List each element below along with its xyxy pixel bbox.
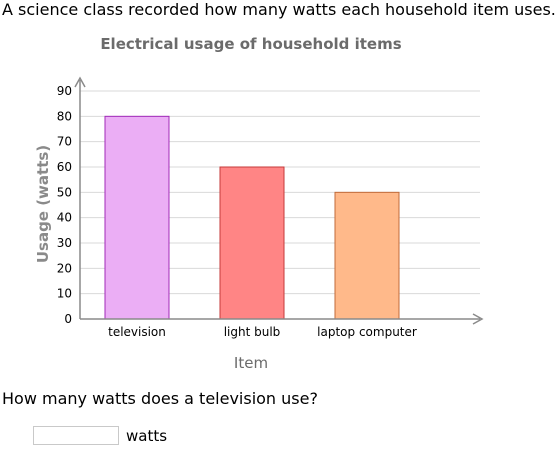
- bar-laptop-computer: [334, 191, 400, 320]
- x-tick-label: laptop computer: [317, 325, 417, 339]
- y-tick-label: 60: [57, 160, 72, 174]
- bar-television: [104, 115, 170, 320]
- y-tick-labels: 0 10 20 30 40 50 60 70 80 90: [57, 84, 72, 326]
- answer-input[interactable]: [33, 426, 119, 445]
- bar-chart: Electrical usage of household items 0 10 2…: [34, 35, 484, 372]
- y-tick-label: 90: [57, 84, 72, 98]
- bar-light-bulb: [219, 166, 285, 320]
- intro-text: A science class recorded how many watts …: [2, 0, 556, 19]
- y-tick-label: 30: [57, 236, 72, 250]
- y-tick-label: 0: [64, 312, 72, 326]
- answer-row: watts: [33, 426, 167, 445]
- x-axis-label: Item: [234, 354, 268, 372]
- y-axis-label: Usage (watts): [34, 145, 52, 263]
- x-tick-label: television: [108, 325, 166, 339]
- chart-title: Electrical usage of household items: [100, 35, 401, 53]
- bars: [104, 115, 400, 320]
- y-tick-label: 70: [57, 135, 72, 149]
- y-tick-label: 10: [57, 287, 72, 301]
- y-tick-label: 50: [57, 185, 72, 199]
- y-axis-arrow: [74, 76, 86, 88]
- x-tick-label: light bulb: [224, 325, 281, 339]
- unit-label: watts: [126, 426, 168, 445]
- y-tick-label: 40: [57, 211, 72, 225]
- x-axis-arrow: [472, 313, 484, 325]
- y-tick-label: 20: [57, 261, 72, 275]
- y-tick-label: 80: [57, 109, 72, 123]
- question-text: How many watts does a television use?: [2, 389, 318, 408]
- x-tick-labels: television light bulb laptop computer: [108, 325, 417, 339]
